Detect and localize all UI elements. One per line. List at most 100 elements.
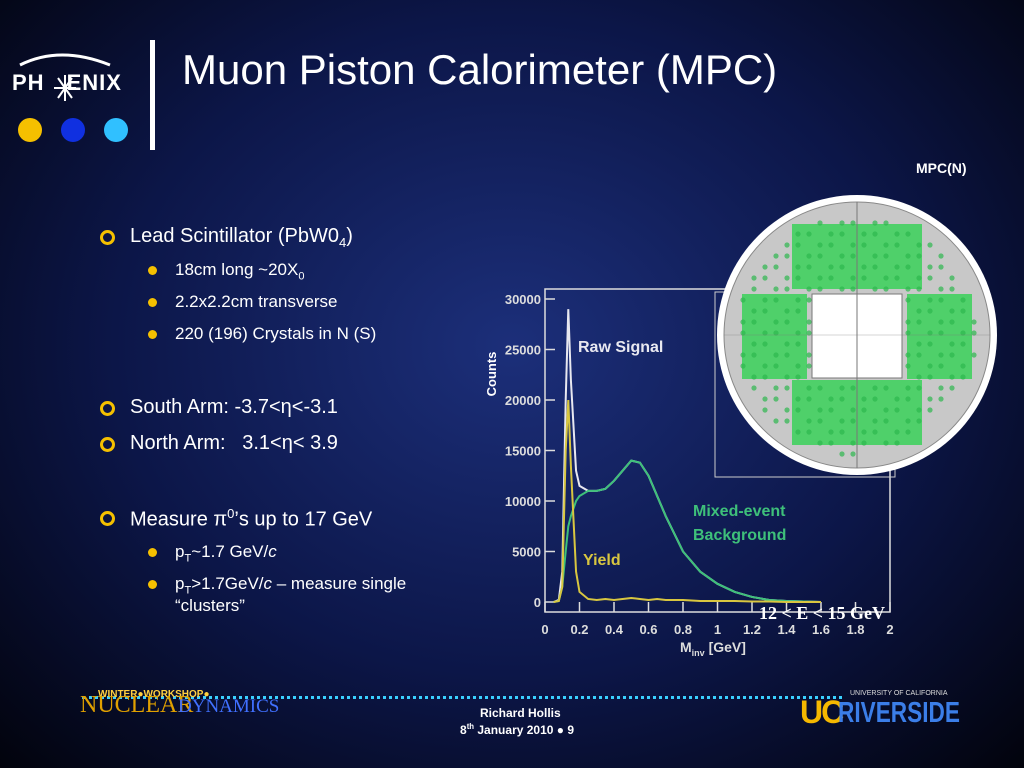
crystal	[872, 264, 878, 270]
crystal	[751, 286, 757, 292]
crystal	[740, 352, 746, 358]
crystal	[773, 297, 779, 303]
crystal	[806, 297, 812, 303]
crystal	[784, 385, 790, 391]
crystal	[839, 418, 845, 424]
x-tick-label: 0.2	[570, 622, 588, 637]
y-tick-label: 15000	[505, 444, 541, 459]
crystal	[927, 275, 933, 281]
sub-bullet: 18cm long ~20X0	[148, 260, 478, 282]
series-line	[553, 399, 821, 603]
crystal	[828, 396, 834, 402]
crystal	[850, 242, 856, 248]
crystal	[916, 286, 922, 292]
crystal	[817, 275, 823, 281]
crystal	[795, 242, 801, 248]
crystal	[828, 440, 834, 446]
crystal	[795, 429, 801, 435]
logo: PH ENIX	[12, 70, 122, 96]
crystal	[883, 418, 889, 424]
crystal	[751, 319, 757, 325]
detector	[714, 195, 997, 478]
crystal	[762, 275, 768, 281]
crystal	[839, 264, 845, 270]
crystal	[905, 231, 911, 237]
chart: 0 5000 10000 15000 20000 25000 30000 0 0.2 0.4 0.6…	[484, 288, 894, 658]
crystal	[762, 396, 768, 402]
crystal	[795, 264, 801, 270]
text: th	[466, 722, 475, 731]
crystal	[828, 407, 834, 413]
y-tick-label: 5000	[512, 545, 541, 560]
crystal	[971, 352, 977, 358]
series-label: Yield	[583, 552, 621, 569]
crystal	[905, 396, 911, 402]
crystal	[817, 286, 823, 292]
crystal	[916, 374, 922, 380]
crystal	[883, 385, 889, 391]
crystal	[828, 275, 834, 281]
crystal	[740, 363, 746, 369]
crystal	[839, 385, 845, 391]
crystal	[784, 286, 790, 292]
crystal	[751, 385, 757, 391]
x-tick-label: 0.8	[674, 622, 692, 637]
crystal	[927, 374, 933, 380]
crystal	[883, 286, 889, 292]
crystal	[751, 352, 757, 358]
crystal	[949, 286, 955, 292]
crystal	[850, 451, 856, 457]
crystal	[894, 275, 900, 281]
crystal	[850, 220, 856, 226]
crystal	[839, 451, 845, 457]
crystal	[905, 286, 911, 292]
crystal	[905, 264, 911, 270]
x-tick-label: 0.4	[605, 622, 624, 637]
uc: UC	[800, 694, 844, 730]
crystal	[740, 330, 746, 336]
nuclear: NUCLEAR	[80, 692, 194, 718]
crystal	[938, 264, 944, 270]
crystal	[762, 363, 768, 369]
crystal	[839, 286, 845, 292]
crystal	[960, 297, 966, 303]
crystal	[784, 407, 790, 413]
crystal	[773, 264, 779, 270]
crystal	[784, 308, 790, 314]
text: 0	[227, 506, 235, 521]
crystal	[861, 429, 867, 435]
workshop: WINTER●WORKSHOP●	[98, 689, 210, 700]
crystal	[795, 308, 801, 314]
crystal	[773, 385, 779, 391]
crystal	[784, 418, 790, 424]
crystal	[938, 330, 944, 336]
text: 8	[460, 723, 467, 737]
crystal	[773, 418, 779, 424]
crystal	[784, 242, 790, 248]
crystal	[839, 220, 845, 226]
y-tick-label: 30000	[505, 292, 541, 307]
crystal	[861, 242, 867, 248]
crystal	[784, 253, 790, 259]
crystal	[828, 242, 834, 248]
crystal	[927, 396, 933, 402]
sub-bullet: 2.2x2.2cm transverse	[148, 292, 478, 312]
crystal	[949, 341, 955, 347]
crystal	[949, 308, 955, 314]
crystal	[971, 319, 977, 325]
crystal	[927, 308, 933, 314]
series-line	[553, 459, 822, 603]
crystal	[784, 319, 790, 325]
crystal	[916, 319, 922, 325]
text: c	[268, 542, 277, 561]
crystal	[938, 297, 944, 303]
crystal	[795, 297, 801, 303]
crystal	[883, 242, 889, 248]
crystal	[916, 242, 922, 248]
crystal	[795, 396, 801, 402]
crystal	[872, 429, 878, 435]
crystal	[817, 385, 823, 391]
crystal	[938, 352, 944, 358]
crystal	[905, 253, 911, 259]
